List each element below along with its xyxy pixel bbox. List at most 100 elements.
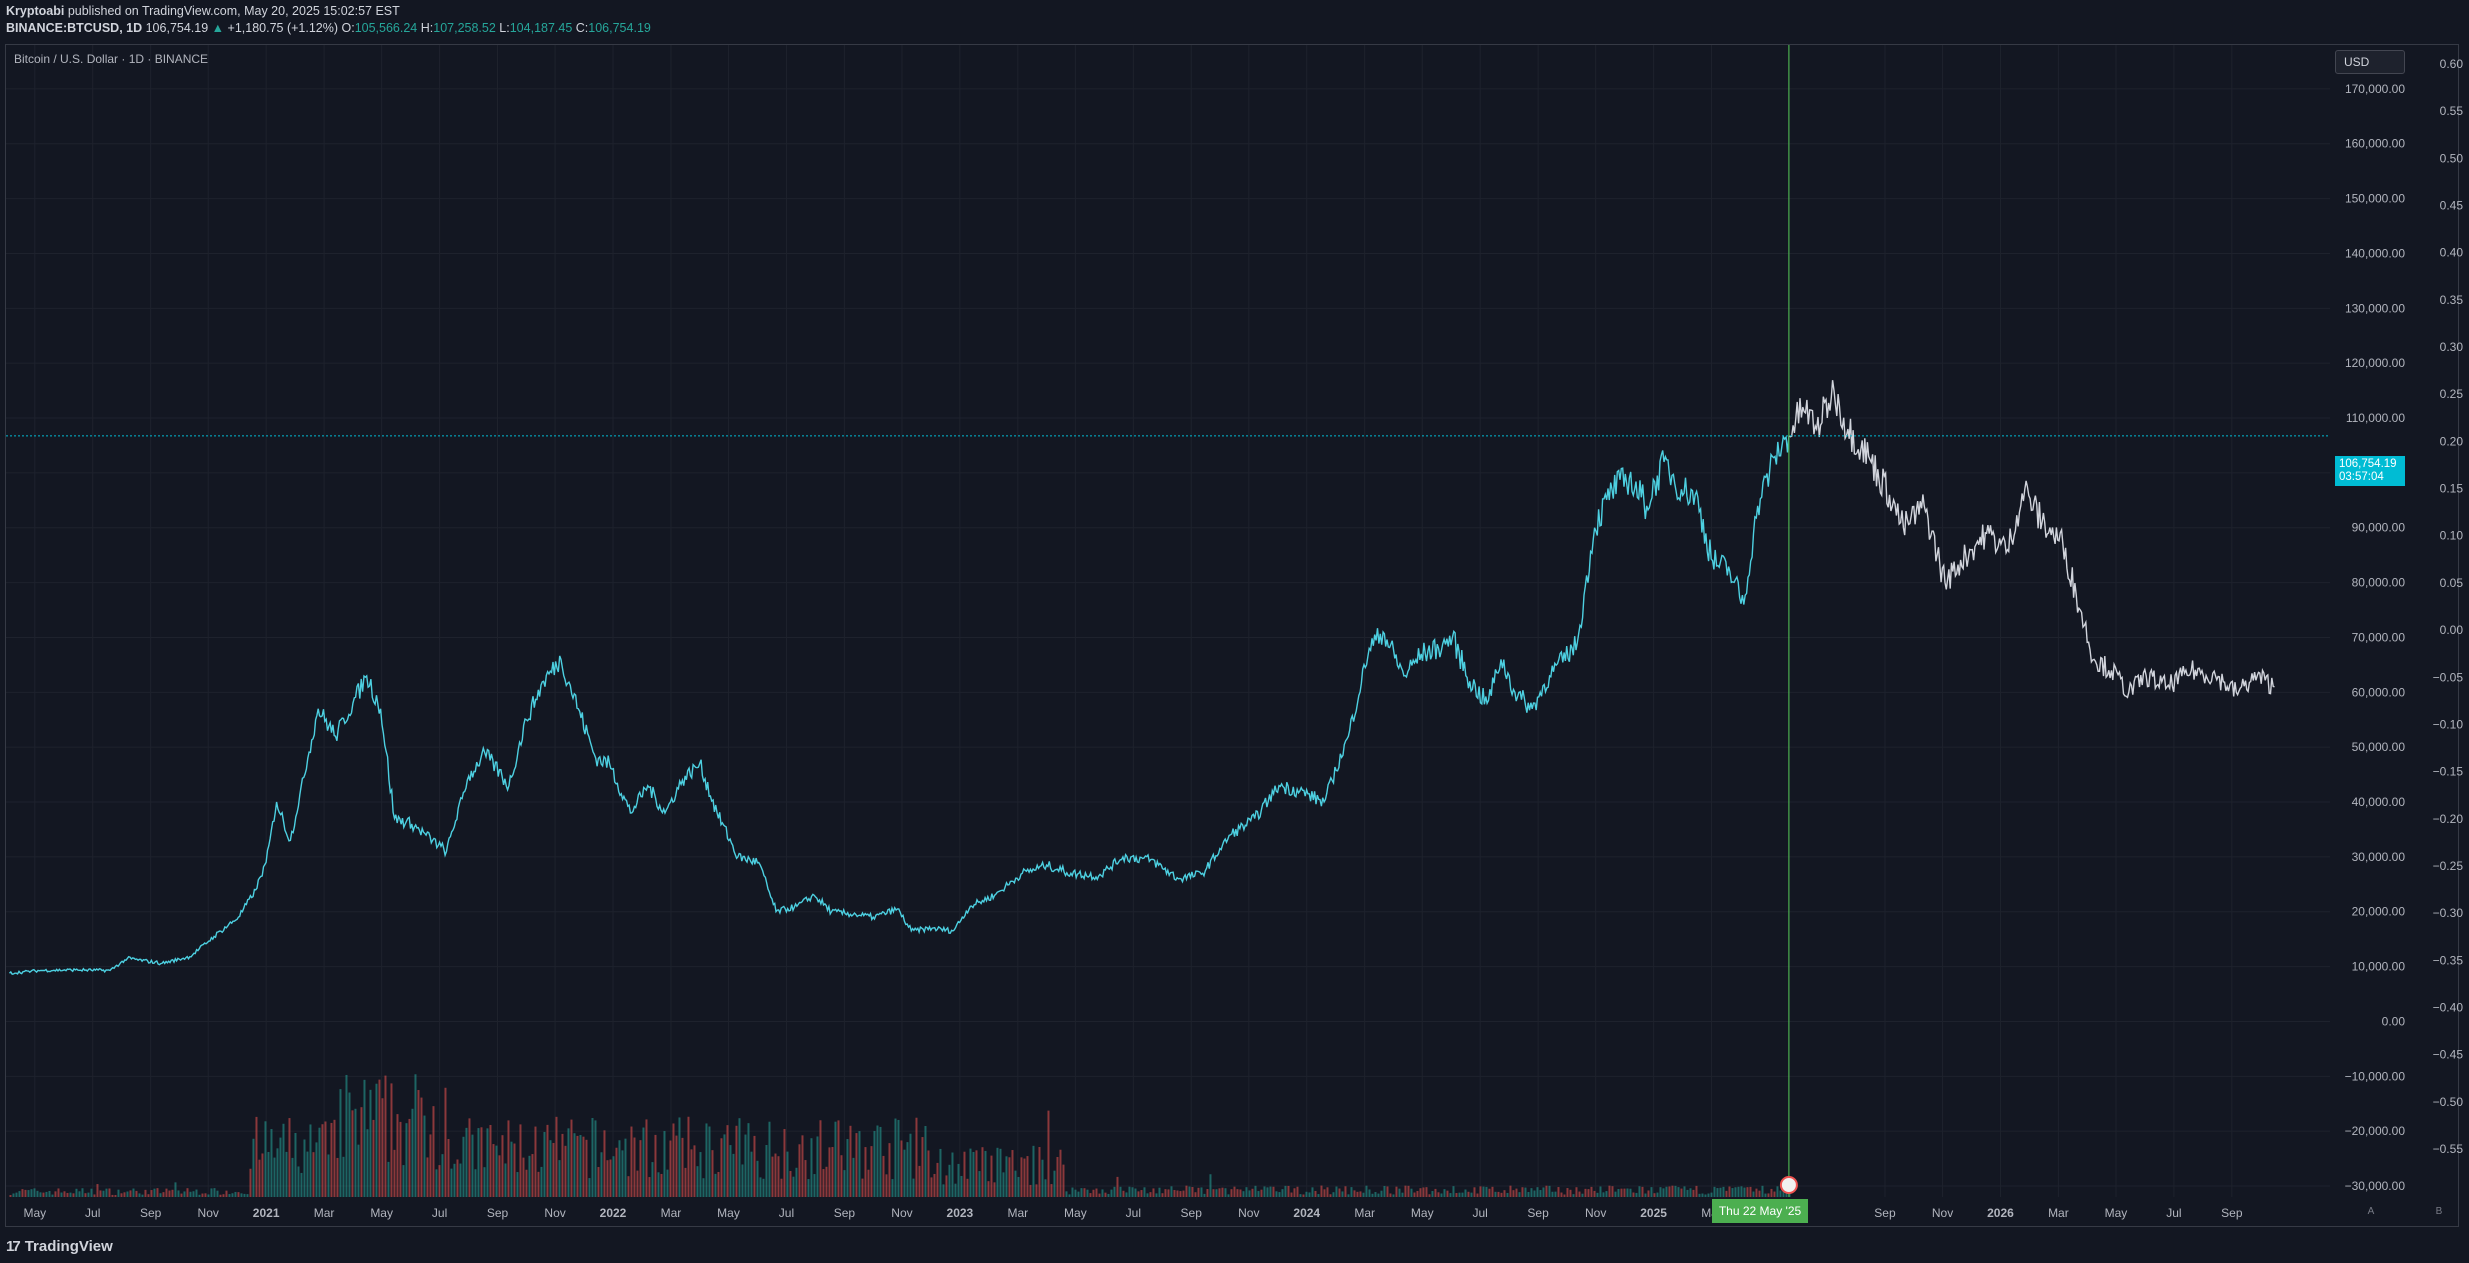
volume-bar — [1404, 1185, 1407, 1197]
volume-bar — [1764, 1193, 1767, 1197]
high-value: 107,258.52 — [433, 21, 496, 35]
volume-bar — [1011, 1150, 1014, 1197]
secondary-axis-label: −0.05 — [2433, 670, 2464, 684]
volume-bar — [483, 1167, 486, 1197]
volume-bar — [1608, 1185, 1611, 1197]
volume-bar — [597, 1167, 600, 1197]
currency-selector[interactable]: USD — [2335, 50, 2405, 74]
volume-bar — [129, 1190, 132, 1197]
price-axis-label: −30,000.00 — [2345, 1179, 2406, 1193]
symbol-label[interactable]: BINANCE:BTCUSD, 1D — [6, 21, 143, 35]
volume-bar — [1728, 1186, 1731, 1197]
volume-bar — [1440, 1193, 1443, 1197]
high-label: H: — [420, 21, 434, 35]
volume-bar — [495, 1145, 498, 1197]
volume-bar — [1344, 1186, 1347, 1197]
volume-bar — [1125, 1192, 1128, 1197]
volume-bar — [1188, 1186, 1191, 1197]
volume-bar — [837, 1120, 840, 1197]
volume-bar — [567, 1128, 570, 1197]
volume-bar — [1407, 1185, 1410, 1197]
btc-price-line — [9, 434, 1790, 975]
volume-bar — [1653, 1193, 1656, 1197]
volume-bar — [759, 1177, 762, 1197]
volume-bar — [585, 1139, 588, 1197]
volume-bar — [894, 1118, 897, 1197]
time-axis-label: 2022 — [600, 1206, 627, 1220]
volume-bar — [1431, 1191, 1434, 1197]
volume-bar — [1311, 1187, 1314, 1197]
volume-bar — [1320, 1185, 1323, 1197]
volume-bar — [1155, 1193, 1158, 1197]
log-scale-button[interactable]: B — [2435, 1206, 2443, 1217]
volume-bar — [1629, 1188, 1632, 1197]
auto-scale-button[interactable]: A — [2367, 1206, 2375, 1217]
volume-bar — [1200, 1187, 1203, 1197]
flag-event-icon[interactable] — [1779, 1176, 1798, 1194]
volume-bar — [1032, 1145, 1035, 1197]
volume-bar — [750, 1151, 753, 1197]
volume-bar — [720, 1138, 723, 1197]
secondary-axis-label: 0.40 — [2440, 246, 2464, 260]
volume-bar — [237, 1192, 240, 1197]
volume-bar — [1182, 1190, 1185, 1197]
volume-bar — [1161, 1193, 1164, 1197]
volume-bar — [1257, 1191, 1260, 1197]
volume-bar — [1539, 1190, 1542, 1197]
volume-bar — [459, 1163, 462, 1197]
volume-bar — [594, 1120, 597, 1197]
volume-bar — [678, 1117, 681, 1197]
volume-bar — [1611, 1186, 1614, 1197]
volume-bar — [405, 1123, 408, 1197]
volume-bar — [855, 1133, 858, 1197]
volume-bar — [1512, 1190, 1515, 1197]
volume-bar — [1179, 1191, 1182, 1197]
volume-bar — [1509, 1185, 1512, 1197]
volume-bar — [147, 1194, 150, 1197]
secondary-axis-label: −0.35 — [2433, 953, 2464, 967]
brand-name[interactable]: TradingView — [24, 1237, 113, 1255]
volume-bar — [1665, 1186, 1668, 1197]
volume-bar — [1770, 1188, 1773, 1197]
price-axis-label: 70,000.00 — [2352, 630, 2406, 644]
volume-bar — [186, 1188, 189, 1197]
volume-bar — [819, 1120, 822, 1197]
volume-bar — [234, 1191, 237, 1197]
volume-bar — [1662, 1188, 1665, 1197]
volume-bar — [1446, 1190, 1449, 1197]
volume-bar — [285, 1151, 288, 1197]
volume-bar — [15, 1192, 18, 1197]
volume-bar — [99, 1190, 102, 1197]
volume-bar — [672, 1123, 675, 1197]
volume-bar — [777, 1156, 780, 1197]
volume-bar — [486, 1128, 489, 1197]
volume-bar — [1698, 1193, 1701, 1197]
volume-bar — [696, 1166, 699, 1197]
volume-bar — [540, 1166, 543, 1197]
volume-bar — [948, 1164, 951, 1197]
volume-bar — [669, 1140, 672, 1197]
volume-bar — [636, 1170, 639, 1197]
volume-bar — [1197, 1187, 1200, 1197]
volume-bar — [171, 1189, 174, 1197]
volume-bar — [1551, 1191, 1554, 1197]
volume-bar — [1356, 1191, 1359, 1197]
volume-bar — [1173, 1190, 1176, 1197]
volume-bar — [1722, 1186, 1725, 1197]
volume-bar — [1212, 1189, 1215, 1197]
volume-bar — [1233, 1186, 1236, 1197]
volume-bar — [1470, 1192, 1473, 1197]
author-name[interactable]: Kryptoabi — [6, 4, 65, 18]
price-axis-label: 160,000.00 — [2345, 137, 2405, 151]
volume-bar — [267, 1151, 270, 1197]
volume-bar — [216, 1190, 219, 1197]
volume-bar — [1245, 1187, 1248, 1197]
tradingview-logo-icon[interactable]: 17 — [6, 1237, 21, 1255]
volume-bar — [1038, 1147, 1041, 1197]
volume-bar — [168, 1190, 171, 1197]
volume-bar — [1266, 1187, 1269, 1197]
volume-bar — [1563, 1194, 1566, 1197]
volume-bar — [681, 1137, 684, 1197]
volume-bar — [774, 1153, 777, 1197]
